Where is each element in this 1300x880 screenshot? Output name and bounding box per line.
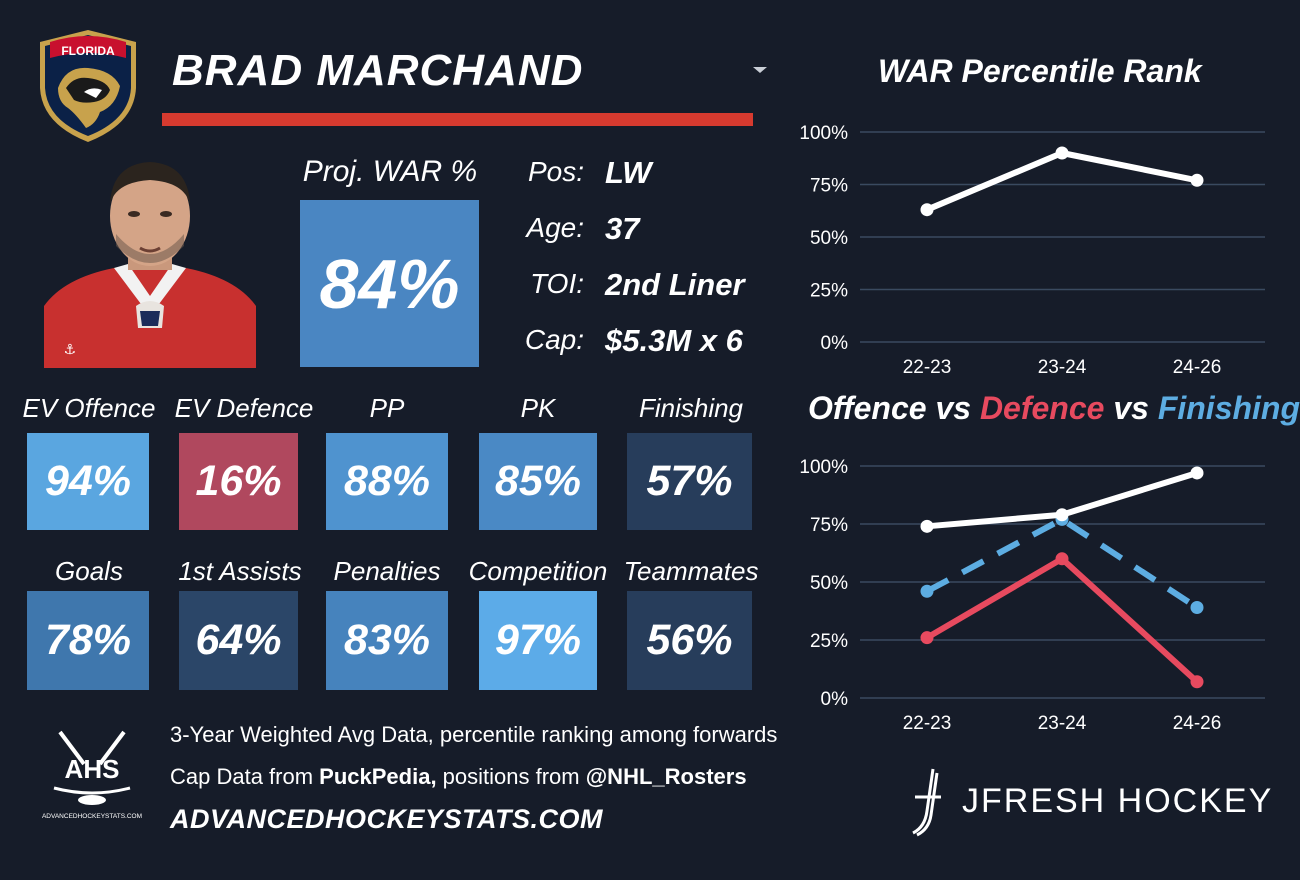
tile-competition: 97% bbox=[479, 591, 597, 690]
cap-label: Cap: bbox=[524, 324, 584, 355]
tile-label-goals: Goals bbox=[55, 556, 123, 586]
tile-pp: 88% bbox=[326, 433, 448, 530]
footnote-data: 3-Year Weighted Avg Data, percentile ran… bbox=[170, 722, 778, 747]
chart1-y-tick-label: 100% bbox=[799, 123, 848, 144]
website-link[interactable]: ADVANCEDHOCKEYSTATS.COM bbox=[170, 804, 604, 834]
footnote-middle: positions from bbox=[436, 764, 586, 789]
player-headshot: ⚓ bbox=[44, 162, 256, 368]
tile-penalties: 83% bbox=[326, 591, 448, 690]
footnote-prefix: Cap Data from bbox=[170, 764, 320, 789]
chart2-point bbox=[920, 584, 934, 598]
pos-value: LW bbox=[605, 155, 652, 190]
chart2-y-tick-label: 100% bbox=[799, 457, 848, 478]
tile-teammates: 56% bbox=[627, 591, 752, 690]
chart2-point bbox=[920, 631, 934, 645]
chart2-y-tick-label: 25% bbox=[810, 631, 848, 652]
svg-text:⚓: ⚓ bbox=[64, 341, 75, 357]
chart2-series-line-0 bbox=[925, 516, 1199, 611]
toi-value: 2nd Liner bbox=[605, 267, 745, 302]
chart2-x-tick-label: 24-26 bbox=[1173, 713, 1222, 734]
player-name: BRAD MARCHAND bbox=[172, 46, 584, 95]
chart2-title-finishing: Finishing bbox=[1157, 390, 1300, 426]
tile-label-1st-assists: 1st Assists bbox=[178, 556, 302, 586]
tile-finishing: 57% bbox=[627, 433, 752, 530]
puckpedia-link[interactable]: PuckPedia, bbox=[319, 764, 437, 789]
chart2-series-line-1 bbox=[924, 555, 1200, 685]
cap-value: $5.3M x 6 bbox=[605, 323, 743, 358]
chart1-point bbox=[1190, 173, 1204, 187]
tile-1st-assists: 64% bbox=[179, 591, 298, 690]
chart2-title-offence: Offence bbox=[808, 390, 927, 426]
chart1-y-tick-label: 0% bbox=[821, 333, 849, 354]
tile-label-ev-offence: EV Offence bbox=[22, 393, 156, 423]
chart2-point bbox=[1190, 675, 1204, 689]
chart1-y-tick-label: 75% bbox=[810, 176, 848, 197]
chart1-x-tick-label: 23-24 bbox=[1038, 357, 1087, 378]
footnote-sources: Cap Data from PuckPedia, positions from … bbox=[170, 764, 747, 790]
pos-label: Pos: bbox=[527, 156, 584, 187]
chart2-x-tick-label: 23-24 bbox=[1038, 713, 1087, 734]
chart2-point bbox=[920, 519, 934, 533]
chart2-point bbox=[1190, 466, 1204, 480]
chart1-y-tick-label: 50% bbox=[810, 228, 848, 249]
tile-label-competition: Competition bbox=[468, 556, 608, 586]
chart1-point bbox=[920, 203, 934, 217]
toi-label: TOI: bbox=[530, 268, 584, 299]
chart2-title-vs2: vs bbox=[1104, 390, 1158, 426]
chart2-point bbox=[1055, 552, 1069, 566]
team-logo-text: FLORIDA bbox=[61, 44, 115, 58]
jfresh-brand-text: JFRESH HOCKEY bbox=[962, 782, 1274, 820]
chart1-x-tick-label: 24-26 bbox=[1173, 357, 1222, 378]
chart2-point bbox=[1190, 601, 1204, 615]
tile-label-pp: PP bbox=[369, 393, 405, 423]
chart2-y-tick-label: 0% bbox=[821, 689, 849, 710]
chart2-y-tick-label: 75% bbox=[810, 515, 848, 536]
war-percentile-chart: 0% 25% 50% 75% 100% 22-23 23-24 24-26 bbox=[799, 123, 1265, 378]
tile-label-penalties: Penalties bbox=[333, 556, 441, 586]
offence-defence-finishing-chart: 0% 25% 50% 75% 100% 22-23 23-24 24-26 bbox=[799, 457, 1265, 734]
chart1-title: WAR Percentile Rank bbox=[878, 53, 1202, 89]
name-underline bbox=[162, 113, 753, 126]
ahs-logo: AHS ADVANCEDHOCKEYSTATS.COM bbox=[42, 730, 142, 820]
tile-label-finishing: Finishing bbox=[638, 393, 744, 423]
proj-war-tile: 84% bbox=[300, 200, 479, 367]
tile-ev-defence: 16% bbox=[179, 433, 298, 530]
chart1-y-tick-label: 25% bbox=[810, 281, 848, 302]
ahs-logo-text: AHS bbox=[65, 754, 120, 784]
chart1-series-line-0 bbox=[924, 150, 1200, 213]
ahs-logo-subtext: ADVANCEDHOCKEYSTATS.COM bbox=[42, 813, 142, 820]
tile-label-ev-defence: EV Defence bbox=[174, 393, 314, 423]
chart1-point bbox=[1055, 146, 1069, 160]
tile-ev-offence: 94% bbox=[27, 433, 149, 530]
tile-goals: 78% bbox=[27, 591, 149, 690]
tile-label-pk: PK bbox=[520, 393, 556, 423]
jfresh-logo-icon bbox=[912, 768, 941, 837]
chart2-x-tick-label: 22-23 bbox=[903, 713, 952, 734]
age-value: 37 bbox=[605, 211, 640, 246]
tile-label-teammates: Teammates bbox=[623, 556, 759, 586]
chart1-x-tick-label: 22-23 bbox=[903, 357, 952, 378]
chevron-down-icon[interactable] bbox=[750, 62, 770, 78]
chart2-title: Offence vs Defence vs Finishing bbox=[808, 390, 1300, 427]
tile-pk: 85% bbox=[479, 433, 597, 530]
team-logo: FLORIDA bbox=[40, 30, 136, 142]
age-label: Age: bbox=[526, 212, 584, 243]
chart2-point bbox=[1055, 508, 1069, 522]
nhl-rosters-link[interactable]: @NHL_Rosters bbox=[585, 764, 747, 789]
chart2-title-defence: Defence bbox=[979, 390, 1105, 426]
chart2-title-vs1: vs bbox=[926, 390, 980, 426]
proj-war-label: Proj. WAR % bbox=[302, 155, 478, 188]
chart2-y-tick-label: 50% bbox=[810, 573, 848, 594]
